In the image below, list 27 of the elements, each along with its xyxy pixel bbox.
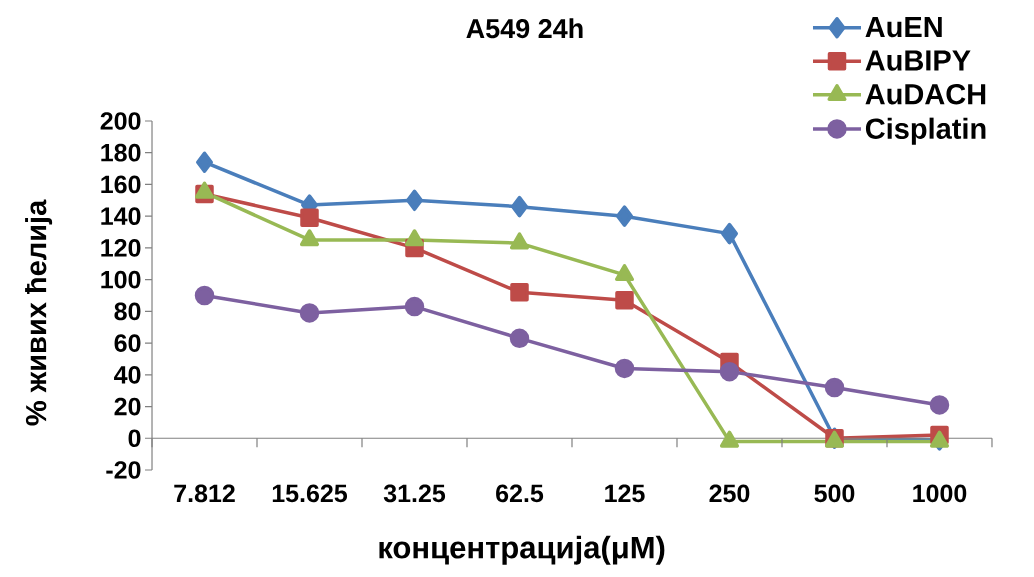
x-tick-label: 250 — [709, 484, 750, 503]
legend-label: AuDACH — [865, 83, 986, 105]
x-tick-label: 125 — [605, 484, 645, 503]
x-tick-label: 1000 — [913, 484, 967, 503]
y-tick-label: 60 — [114, 334, 141, 352]
x-tick-label: 500 — [814, 484, 855, 503]
y-tick-label: 120 — [101, 239, 141, 257]
x-tick-label: 62.5 — [496, 484, 544, 503]
y-tick-label: 20 — [114, 397, 141, 416]
y-axis-title: % живих ћелија — [25, 199, 53, 426]
legend-label: Cisplatin — [865, 117, 986, 145]
legend-label: AuEN — [865, 17, 942, 38]
y-tick-label: 160 — [101, 175, 141, 194]
x-tick-label: 15.625 — [272, 484, 348, 503]
legend-label: AuBIPY — [865, 50, 971, 71]
y-tick-label: 0 — [128, 429, 141, 448]
x-axis-title: концентрација(μM) — [379, 535, 665, 565]
x-tick-label: 7.812 — [174, 484, 235, 503]
chart-title: A549 24h — [466, 18, 583, 39]
y-tick-label: 40 — [114, 365, 141, 384]
y-tick-label: 180 — [101, 143, 141, 162]
y-tick-label: 80 — [114, 302, 141, 321]
y-tick-label: 140 — [101, 207, 141, 226]
x-tick-label: 31.25 — [383, 484, 446, 503]
y-tick-label: 100 — [101, 270, 141, 289]
y-tick-label: -20 — [106, 461, 141, 479]
y-tick-label: 200 — [100, 112, 141, 130]
